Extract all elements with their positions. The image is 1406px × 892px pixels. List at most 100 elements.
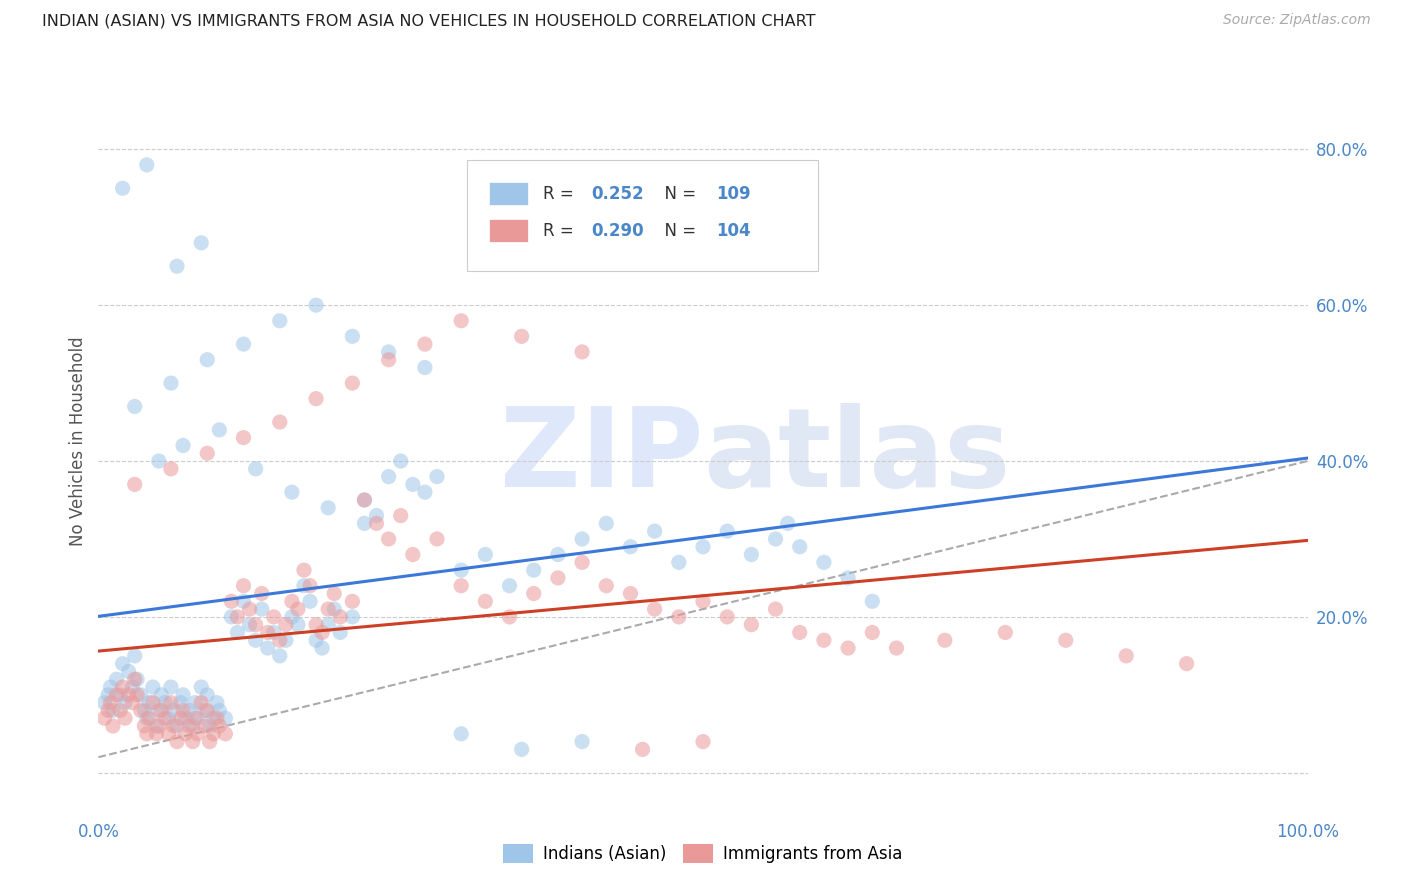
Point <box>100 696 122 710</box>
Text: R =: R = <box>543 185 579 202</box>
Point <box>353 493 375 508</box>
Point <box>692 594 714 608</box>
Point <box>692 540 714 554</box>
Point <box>245 617 267 632</box>
Point <box>100 680 122 694</box>
Point <box>619 586 641 600</box>
Text: ZIP: ZIP <box>499 403 703 510</box>
Point <box>269 648 291 663</box>
Point <box>148 703 170 717</box>
Point <box>860 594 883 608</box>
Point <box>162 703 184 717</box>
Point <box>281 594 304 608</box>
Point <box>145 727 167 741</box>
Point <box>142 696 165 710</box>
Point <box>205 696 228 710</box>
Point <box>226 610 249 624</box>
Point <box>860 625 883 640</box>
Point <box>274 617 297 632</box>
Point <box>232 337 254 351</box>
Point <box>135 711 157 725</box>
Text: 0.290: 0.290 <box>591 221 644 240</box>
Point <box>765 532 787 546</box>
Point <box>208 423 231 437</box>
Point <box>221 610 243 624</box>
Point <box>118 688 141 702</box>
Point <box>97 703 120 717</box>
Point <box>523 586 546 600</box>
Point <box>245 462 267 476</box>
Text: atlas: atlas <box>703 403 1011 510</box>
FancyBboxPatch shape <box>467 161 818 271</box>
Point <box>195 352 218 367</box>
Point <box>619 540 641 554</box>
Point <box>157 727 180 741</box>
Point <box>181 719 204 733</box>
Point <box>108 688 131 702</box>
Point <box>150 703 173 717</box>
Point <box>127 688 149 702</box>
Point <box>214 727 236 741</box>
Point <box>174 711 197 725</box>
Point <box>172 438 194 452</box>
Point <box>172 703 194 717</box>
Point <box>498 579 520 593</box>
Point <box>202 711 225 725</box>
Point <box>138 696 160 710</box>
Point <box>169 711 191 725</box>
Point <box>179 703 201 717</box>
Point <box>353 516 375 531</box>
Point <box>668 610 690 624</box>
Point <box>329 610 352 624</box>
Point <box>187 727 209 741</box>
Point <box>353 493 375 508</box>
Text: Source: ZipAtlas.com: Source: ZipAtlas.com <box>1223 13 1371 28</box>
Point <box>547 571 569 585</box>
Text: N =: N = <box>654 221 702 240</box>
Point <box>121 696 143 710</box>
Point <box>160 462 183 476</box>
Point <box>179 719 201 733</box>
Point <box>198 734 221 748</box>
Point <box>377 469 399 483</box>
Point <box>269 415 291 429</box>
Text: INDIAN (ASIAN) VS IMMIGRANTS FROM ASIA NO VEHICLES IN HOUSEHOLD CORRELATION CHAR: INDIAN (ASIAN) VS IMMIGRANTS FROM ASIA N… <box>42 13 815 29</box>
Point <box>305 298 328 312</box>
Point <box>571 555 593 569</box>
Point <box>510 329 533 343</box>
Point <box>644 602 666 616</box>
Point <box>402 548 425 562</box>
Point <box>281 610 304 624</box>
Point <box>157 711 180 725</box>
Point <box>311 641 333 656</box>
Point <box>160 680 183 694</box>
Point <box>195 703 218 717</box>
Point <box>263 610 285 624</box>
Point <box>256 625 278 640</box>
Point <box>1175 657 1198 671</box>
Point <box>366 508 388 523</box>
Point <box>316 500 339 515</box>
Point <box>169 696 191 710</box>
Point <box>274 633 297 648</box>
FancyBboxPatch shape <box>489 219 529 242</box>
Point <box>101 703 124 717</box>
Point <box>184 711 207 725</box>
Point <box>305 392 328 406</box>
Point <box>127 672 149 686</box>
Text: R =: R = <box>543 221 579 240</box>
Point <box>250 602 273 616</box>
Point <box>134 703 156 717</box>
Point <box>114 711 136 725</box>
Point <box>716 524 738 538</box>
Point <box>162 719 184 733</box>
Point <box>366 516 388 531</box>
Point <box>124 648 146 663</box>
Point <box>547 548 569 562</box>
Point <box>232 431 254 445</box>
Point <box>160 696 183 710</box>
Point <box>174 727 197 741</box>
Point <box>299 594 322 608</box>
Point <box>994 625 1017 640</box>
FancyBboxPatch shape <box>489 183 529 204</box>
